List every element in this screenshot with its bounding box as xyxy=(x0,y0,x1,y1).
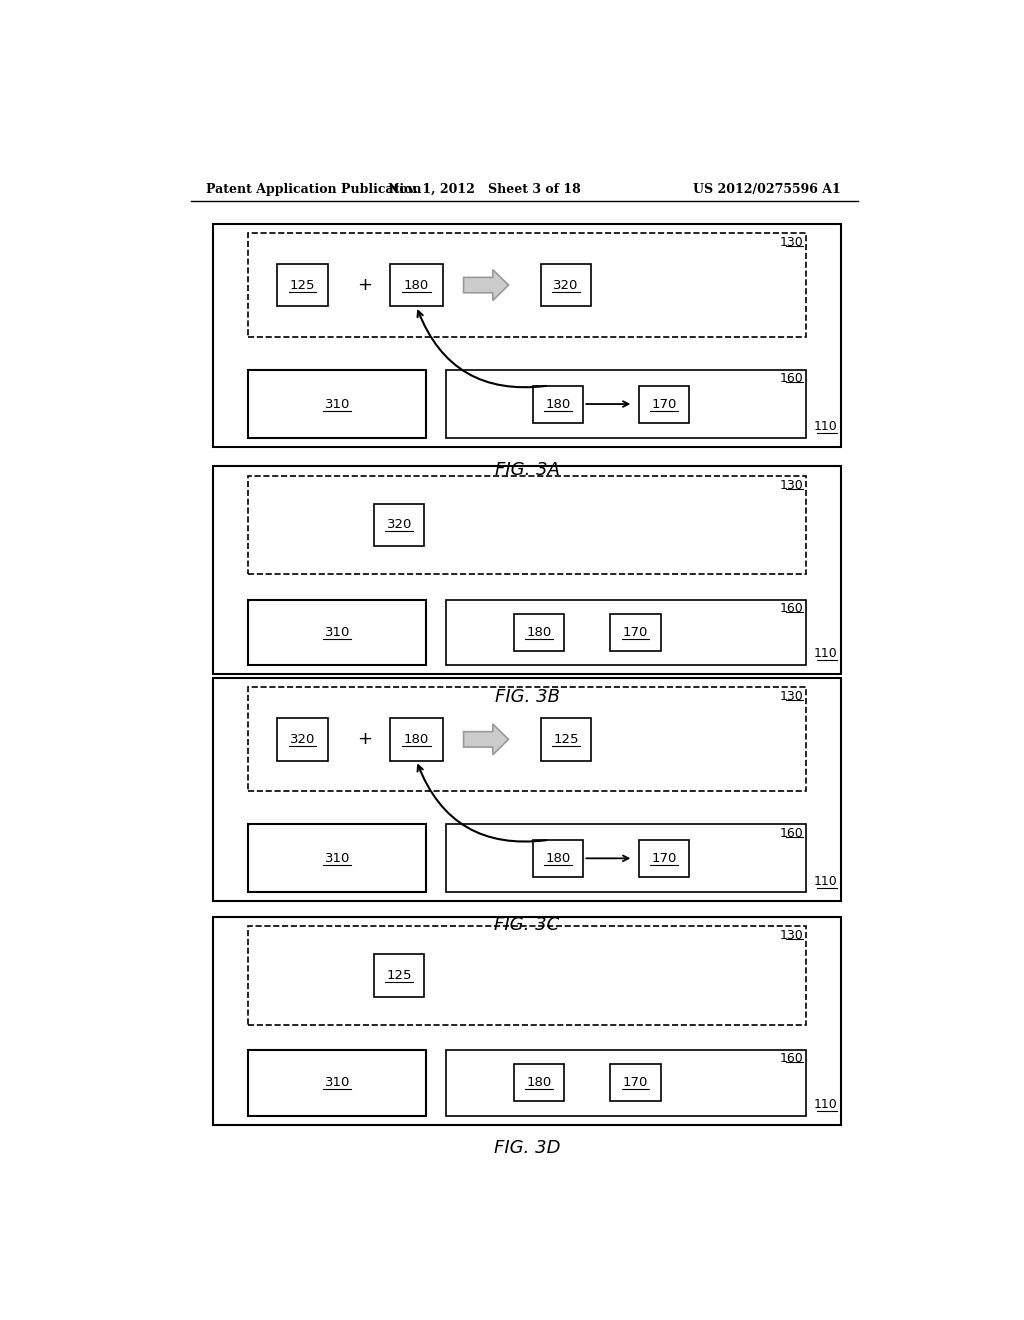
FancyBboxPatch shape xyxy=(541,264,591,306)
FancyBboxPatch shape xyxy=(213,917,841,1125)
Text: 180: 180 xyxy=(403,279,429,292)
FancyBboxPatch shape xyxy=(248,688,806,792)
FancyBboxPatch shape xyxy=(610,1064,660,1101)
FancyBboxPatch shape xyxy=(445,825,806,892)
FancyBboxPatch shape xyxy=(248,927,806,1024)
Text: 320: 320 xyxy=(553,279,579,292)
FancyBboxPatch shape xyxy=(445,1051,806,1115)
FancyBboxPatch shape xyxy=(213,466,841,675)
FancyBboxPatch shape xyxy=(248,599,426,665)
Polygon shape xyxy=(464,269,509,301)
FancyBboxPatch shape xyxy=(639,385,689,422)
FancyBboxPatch shape xyxy=(248,825,426,892)
FancyBboxPatch shape xyxy=(248,234,806,337)
FancyBboxPatch shape xyxy=(390,718,442,760)
Text: 125: 125 xyxy=(553,733,579,746)
FancyBboxPatch shape xyxy=(541,718,591,760)
Text: 130: 130 xyxy=(779,236,803,249)
Text: +: + xyxy=(357,276,372,294)
Text: 310: 310 xyxy=(325,851,350,865)
FancyBboxPatch shape xyxy=(248,370,426,438)
Text: 130: 130 xyxy=(779,479,803,492)
Text: FIG. 3C: FIG. 3C xyxy=(495,916,560,933)
FancyBboxPatch shape xyxy=(610,614,660,651)
Text: 110: 110 xyxy=(813,875,838,887)
Text: FIG. 3D: FIG. 3D xyxy=(494,1139,560,1156)
FancyBboxPatch shape xyxy=(514,614,564,651)
Text: 180: 180 xyxy=(526,1076,551,1089)
Text: 110: 110 xyxy=(813,647,838,660)
Text: 130: 130 xyxy=(779,929,803,942)
Text: FIG. 3A: FIG. 3A xyxy=(495,461,560,479)
Text: 160: 160 xyxy=(779,602,803,615)
Text: 125: 125 xyxy=(290,279,315,292)
FancyBboxPatch shape xyxy=(532,385,584,422)
Text: 160: 160 xyxy=(779,372,803,385)
Text: 310: 310 xyxy=(325,1076,350,1089)
Text: 130: 130 xyxy=(779,690,803,704)
Text: 170: 170 xyxy=(651,397,677,411)
Text: Patent Application Publication: Patent Application Publication xyxy=(206,183,421,197)
Text: Nov. 1, 2012   Sheet 3 of 18: Nov. 1, 2012 Sheet 3 of 18 xyxy=(388,183,581,197)
Text: 320: 320 xyxy=(387,519,412,532)
FancyBboxPatch shape xyxy=(248,475,806,574)
FancyBboxPatch shape xyxy=(213,678,841,902)
Text: 160: 160 xyxy=(779,1052,803,1065)
FancyBboxPatch shape xyxy=(278,264,328,306)
Text: 180: 180 xyxy=(403,733,429,746)
FancyBboxPatch shape xyxy=(445,370,806,438)
Text: 310: 310 xyxy=(325,626,350,639)
FancyBboxPatch shape xyxy=(278,718,328,760)
Text: FIG. 3B: FIG. 3B xyxy=(495,689,560,706)
Text: 320: 320 xyxy=(290,733,315,746)
Text: 170: 170 xyxy=(623,1076,648,1089)
FancyBboxPatch shape xyxy=(639,840,689,876)
Text: 180: 180 xyxy=(526,626,551,639)
Text: US 2012/0275596 A1: US 2012/0275596 A1 xyxy=(693,183,841,197)
FancyBboxPatch shape xyxy=(213,224,841,447)
FancyBboxPatch shape xyxy=(374,954,424,997)
Text: 170: 170 xyxy=(623,626,648,639)
FancyBboxPatch shape xyxy=(390,264,442,306)
Text: 160: 160 xyxy=(779,826,803,840)
FancyBboxPatch shape xyxy=(374,504,424,546)
Text: +: + xyxy=(357,730,372,748)
FancyBboxPatch shape xyxy=(514,1064,564,1101)
Text: 110: 110 xyxy=(813,1098,838,1111)
Polygon shape xyxy=(464,723,509,755)
Text: 110: 110 xyxy=(813,420,838,433)
FancyBboxPatch shape xyxy=(248,1051,426,1115)
Text: 170: 170 xyxy=(651,851,677,865)
Text: 125: 125 xyxy=(386,969,412,982)
FancyBboxPatch shape xyxy=(445,599,806,665)
Text: 180: 180 xyxy=(546,397,570,411)
Text: 310: 310 xyxy=(325,397,350,411)
Text: 180: 180 xyxy=(546,851,570,865)
FancyBboxPatch shape xyxy=(532,840,584,876)
